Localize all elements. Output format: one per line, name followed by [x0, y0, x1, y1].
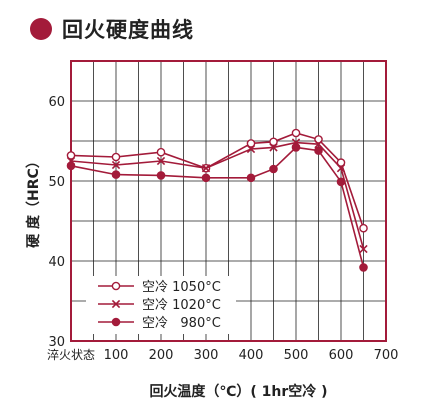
cross-stroke [269, 143, 278, 152]
cross-stroke [201, 164, 211, 173]
series-line-1 [70, 132, 365, 229]
legend-marker [111, 317, 121, 327]
legend-marker [111, 299, 121, 309]
series-2-point [201, 164, 211, 173]
x-tick-label: 500 [284, 348, 309, 363]
series-1-point [269, 137, 278, 147]
cross-stroke [246, 144, 256, 154]
x-axis-title: 回火温度（℃）( 1hr空冷 ) [149, 383, 327, 400]
series-3-point [66, 161, 76, 171]
series-2-point [156, 156, 166, 166]
cross-stroke [111, 299, 121, 309]
cross-stroke [336, 164, 346, 173]
series-2-point [359, 244, 368, 254]
series-line-2 [70, 141, 365, 250]
x-tick-label: 300 [194, 348, 219, 363]
x-tick-label: 600 [329, 348, 354, 363]
series-2-point [111, 160, 121, 170]
plot-frame [70, 60, 387, 342]
series-1-point [246, 139, 256, 148]
series-3-point [156, 171, 166, 180]
series-2-point [269, 143, 278, 152]
legend-label: 空冷 1050°C [142, 280, 221, 295]
title-bullet-icon [30, 18, 52, 40]
y-tick-label: 40 [48, 255, 65, 270]
y-tick-label: 50 [48, 175, 65, 190]
cross-stroke [111, 160, 121, 170]
x-tick-label: 200 [149, 348, 174, 363]
series-3-point [269, 164, 278, 174]
series-1-point [359, 223, 368, 233]
series-2-point [314, 140, 323, 149]
y-tick-label: 30 [48, 335, 65, 350]
series-3-point [111, 170, 121, 179]
series-1-point [156, 147, 166, 157]
legend-marker [111, 281, 121, 291]
legend-label: 空冷 1020°C [142, 298, 221, 313]
series-1-point [314, 135, 323, 144]
x-tick-label: 700 [374, 348, 399, 363]
series-line-3 [70, 146, 365, 268]
series-3-point [201, 173, 211, 183]
chart-title: 回火硬度曲线 [30, 14, 194, 44]
series-3-point [359, 263, 368, 272]
series-3-point [246, 173, 256, 183]
chart-title-text: 回火硬度曲线 [62, 18, 194, 42]
x-tick-label: 100 [104, 348, 129, 363]
series-1-point [336, 158, 346, 167]
y-axis-title: 硬 度（HRC） [25, 154, 42, 248]
series-3-point [336, 177, 346, 187]
y-tick-label: 60 [48, 95, 65, 110]
cross-stroke [156, 156, 166, 166]
cross-stroke [359, 244, 368, 254]
series-3-point [314, 146, 323, 155]
x-tick-label: 淬火状态 [47, 347, 95, 362]
series-3-point [291, 143, 301, 152]
legend-label: 空冷 980°C [142, 316, 221, 331]
series-1-point [66, 151, 76, 160]
series-2-point [336, 164, 346, 173]
cross-stroke [314, 140, 323, 149]
x-tick-label: 400 [239, 348, 264, 363]
series-1-point [291, 128, 301, 138]
series-1-point [111, 152, 121, 162]
series-2-point [246, 144, 256, 154]
